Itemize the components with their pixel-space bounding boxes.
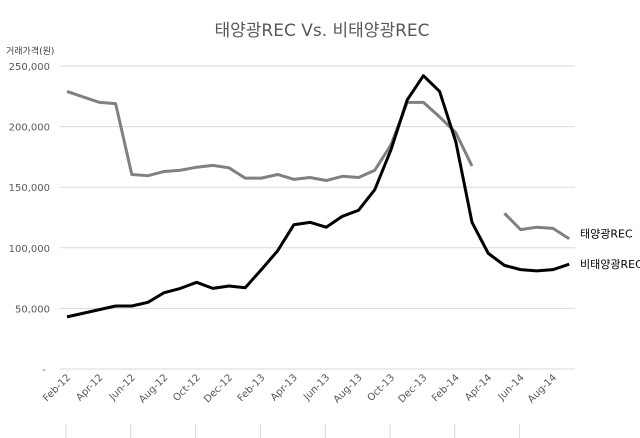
x-tick-label: Aug-12 <box>137 372 170 405</box>
y-tick-label: 200,000 <box>9 123 50 134</box>
x-tick-label: Feb-14 <box>430 372 462 404</box>
x-tick-label: Feb-12 <box>41 372 73 404</box>
series-line-solar <box>503 212 571 240</box>
x-tick-label: Dec-13 <box>397 372 430 405</box>
x-tick-label: Dec-12 <box>202 372 235 405</box>
x-tick-label: Oct-12 <box>171 372 203 404</box>
x-tick-label: Apr-13 <box>269 372 300 403</box>
series-label: 비태양광REC <box>580 258 640 271</box>
y-tick-label: 150,000 <box>9 183 50 194</box>
y-tick-label: - <box>42 365 46 376</box>
x-tick-label: Jun-13 <box>301 372 332 403</box>
y-tick-label: 250,000 <box>9 62 50 73</box>
y-tick-label: 100,000 <box>9 244 50 255</box>
x-tick-label: Apr-12 <box>74 372 105 403</box>
x-tick-label: Feb-13 <box>236 372 268 404</box>
x-tick-label: Aug-14 <box>526 372 559 405</box>
series-label: 태양광REC <box>580 228 633 241</box>
x-tick-label: Jun-12 <box>107 372 138 403</box>
x-tick-label: Oct-13 <box>366 372 398 404</box>
series-line-solar <box>66 90 474 183</box>
y-tick-label: 50,000 <box>15 304 50 315</box>
x-tick-label: Aug-13 <box>332 372 365 405</box>
series-line-non-solar <box>66 74 570 319</box>
x-tick-label: Jun-14 <box>496 372 527 403</box>
chart-title: 태양광REC Vs. 비태양광REC <box>214 21 429 41</box>
x-tick-label: Apr-14 <box>463 372 494 403</box>
y-axis-label: 거래가격(원) <box>6 45 54 57</box>
